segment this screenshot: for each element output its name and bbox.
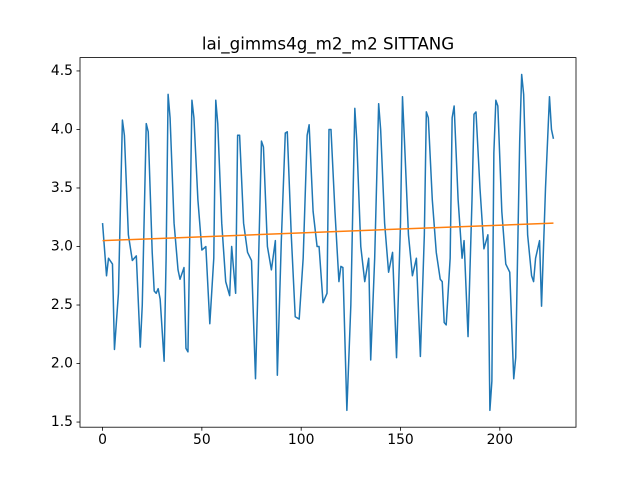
x-tick-label: 50 <box>193 432 211 448</box>
y-tick-label: 4.0 <box>51 121 73 137</box>
x-tick-label: 200 <box>487 432 514 448</box>
y-tick-label: 3.5 <box>51 180 73 196</box>
chart-title: lai_gimms4g_m2_m2 SITTANG <box>202 34 454 55</box>
y-tick-label: 1.5 <box>51 414 73 430</box>
axes-frame <box>79 57 577 428</box>
x-tick-label: 0 <box>98 432 107 448</box>
x-tick-label: 100 <box>288 432 315 448</box>
y-tick-label: 3.0 <box>51 238 73 254</box>
y-tick-label: 2.0 <box>51 356 73 372</box>
series-line <box>102 222 554 242</box>
y-tick-label: 2.5 <box>51 297 73 313</box>
series-line <box>101 73 555 412</box>
x-tick-label: 150 <box>387 432 414 448</box>
plot-area: 0 50 100 150 200 1.5 2.0 2.5 3.0 3.5 4.0 4.5 <box>51 63 555 448</box>
y-tick-label: 4.5 <box>51 63 73 79</box>
